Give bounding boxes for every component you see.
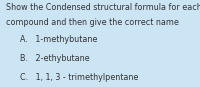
Text: compound and then give the correct name: compound and then give the correct name — [6, 18, 179, 27]
Text: A.   1-methybutane: A. 1-methybutane — [20, 35, 97, 44]
Text: B.   2-ethybutane: B. 2-ethybutane — [20, 54, 90, 63]
Text: C.   1, 1, 3 - trimethylpentane: C. 1, 1, 3 - trimethylpentane — [20, 73, 138, 82]
Text: Show the Condensed structural formula for each: Show the Condensed structural formula fo… — [6, 3, 200, 12]
